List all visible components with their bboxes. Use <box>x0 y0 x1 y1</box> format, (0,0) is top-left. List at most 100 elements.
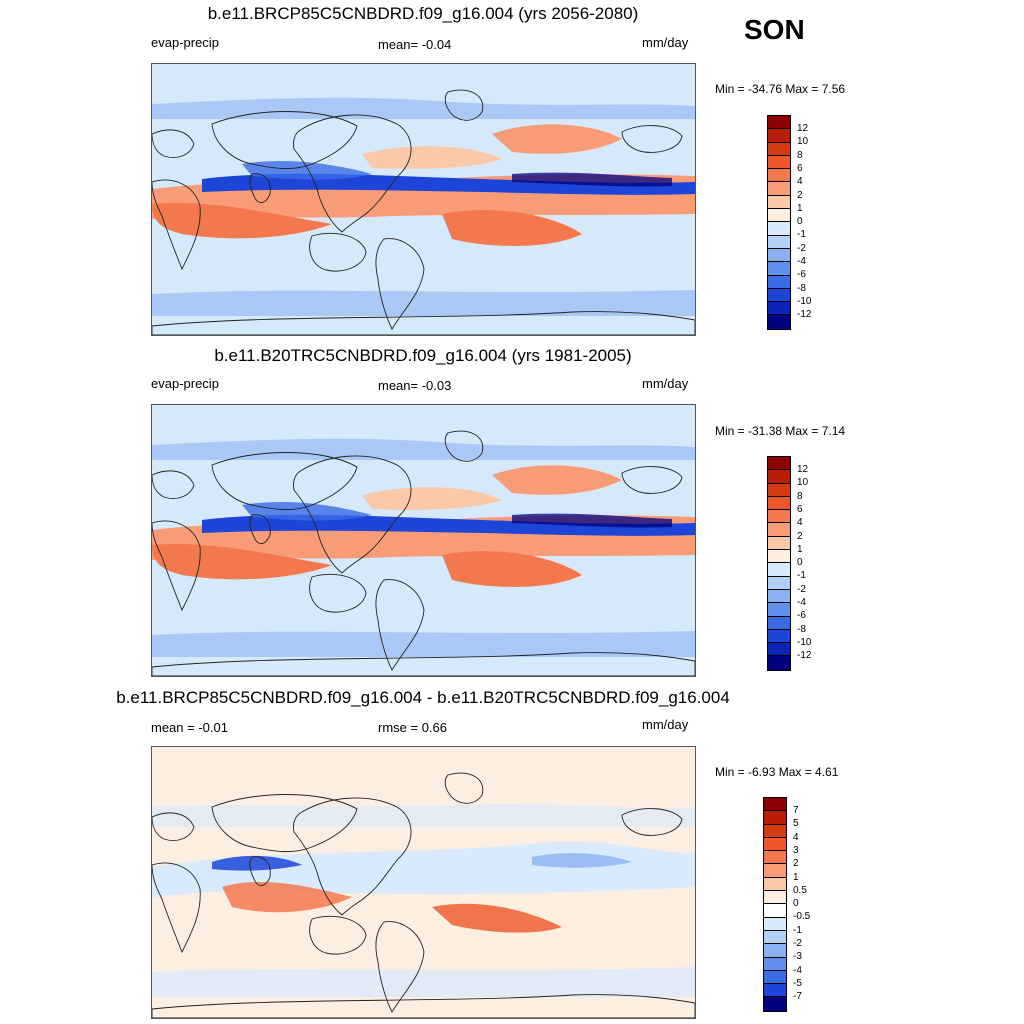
colorbar-swatch <box>768 603 790 617</box>
colorbar-swatch <box>764 798 786 812</box>
colorbar-tick-label: -2 <box>797 242 806 254</box>
colorbar-tick-label: -10 <box>797 295 812 307</box>
colorbar-swatches <box>767 456 791 671</box>
colorbar-tick-label: 2 <box>793 858 799 870</box>
colorbar-tick-label: 4 <box>793 831 799 843</box>
colorbar-tick-label: 6 <box>797 162 803 174</box>
panel-2-map <box>151 404 696 677</box>
colorbar-swatch <box>764 837 786 852</box>
colorbar-swatch <box>764 997 786 1011</box>
colorbar-tick-label: 1 <box>793 871 799 883</box>
colorbar-swatch <box>764 944 786 958</box>
world-map-graphic <box>152 64 695 335</box>
panel-3-units-label: mm/day <box>642 717 689 732</box>
panel-1-map <box>151 63 696 336</box>
colorbar-swatch <box>764 811 786 825</box>
colorbar-swatch <box>764 917 786 931</box>
colorbar-swatches <box>767 115 791 330</box>
colorbar-swatch <box>768 209 790 223</box>
colorbar-tick-label: 10 <box>797 136 809 148</box>
colorbar-tick-label: -0.5 <box>793 911 811 923</box>
panel-1-variable-label: evap-precip <box>151 35 219 50</box>
colorbar-swatch <box>768 656 790 670</box>
colorbar-tick-label: 12 <box>797 123 809 134</box>
colorbar-tick-label: -4 <box>797 256 806 267</box>
panel-2-minmax: Min = -31.38 Max = 7.14 <box>715 424 846 438</box>
colorbar-tick-label: 0 <box>797 557 803 569</box>
colorbar-swatch <box>768 302 790 316</box>
colorbar-swatch <box>764 851 786 865</box>
colorbar-swatch <box>768 142 790 156</box>
colorbar-tick-label: -2 <box>797 583 806 595</box>
panel-3-map <box>151 746 696 1019</box>
panel-2-units-label: mm/day <box>642 376 689 391</box>
colorbar-swatch <box>768 629 790 644</box>
colorbar-tick-label: -10 <box>797 636 812 648</box>
panel-2-variable-label: evap-precip <box>151 376 219 391</box>
colorbar-tick-label: -1 <box>793 924 802 936</box>
panel-2-colorbar: 12 10 8 6 4 2 1 0 -1 -2 -4 -6 -8 -10 -12 <box>767 456 811 671</box>
colorbar-swatch <box>768 129 790 143</box>
colorbar-swatch <box>768 576 790 590</box>
panel-2-mean-label: mean= -0.03 <box>378 378 452 393</box>
colorbar-swatch <box>768 169 790 183</box>
colorbar-swatch <box>768 470 790 484</box>
colorbar-tick-label: 1 <box>797 202 803 214</box>
colorbar-swatch <box>768 550 790 564</box>
world-map-graphic <box>152 405 695 676</box>
colorbar-tick-label: 5 <box>793 818 799 830</box>
colorbar-swatch <box>764 984 786 998</box>
colorbar-tick-label: -1 <box>797 229 806 241</box>
colorbar-swatch <box>764 891 786 905</box>
colorbar-tick-label: -4 <box>793 964 802 976</box>
colorbar-swatch <box>764 904 786 918</box>
colorbar-tick-label: -4 <box>797 597 806 608</box>
colorbar-swatch <box>764 864 786 878</box>
colorbar-tick-label: 0.5 <box>793 884 807 896</box>
colorbar-tick-label: 1 <box>797 543 803 555</box>
season-label: SON <box>744 14 805 45</box>
colorbar-swatch <box>768 523 790 537</box>
colorbar-tick-label: 10 <box>797 477 809 489</box>
panel-3-mean-label: mean = -0.01 <box>151 720 228 735</box>
colorbar-swatch <box>768 262 790 276</box>
colorbar-tick-label: -8 <box>797 282 806 294</box>
colorbar-tick-label: 6 <box>797 503 803 515</box>
panel-3-rmse-label: rmse = 0.66 <box>378 720 448 735</box>
colorbar-swatch <box>768 457 790 471</box>
colorbar-tick-label: -8 <box>797 623 806 635</box>
colorbar-tick-label: 7 <box>793 805 799 816</box>
panel-1-colorbar: 12 10 8 6 4 2 1 0 -1 -2 -4 -6 -8 -10 -12 <box>767 115 811 330</box>
colorbar-tick-label: -3 <box>793 951 802 963</box>
colorbar-swatch <box>768 616 790 630</box>
colorbar-swatch <box>764 824 786 838</box>
colorbar-tick-label: -1 <box>797 570 806 582</box>
panel-2-title: b.e11.B20TRC5CNBDRD.f09_g16.004 (yrs 198… <box>214 346 632 365</box>
colorbar-tick-label: 0 <box>793 898 799 910</box>
colorbar-tick-label: -5 <box>793 977 802 989</box>
colorbar-tick-label: -6 <box>797 610 806 622</box>
colorbar-swatch <box>768 275 790 289</box>
colorbar-swatch <box>768 222 790 236</box>
colorbar-swatch <box>768 195 790 210</box>
colorbar-tick-label: 4 <box>797 517 803 529</box>
world-map-graphic <box>152 747 695 1018</box>
colorbar-swatch <box>768 510 790 524</box>
panel-3-colorbar: 7 5 4 3 2 1 0.5 0 -0.5 -1 -2 -3 -4 -5 -7 <box>763 797 810 1012</box>
colorbar-swatch <box>768 496 790 511</box>
colorbar-tick-label: 8 <box>797 490 803 502</box>
colorbar-swatch <box>768 182 790 196</box>
colorbar-swatch <box>768 288 790 303</box>
colorbar-swatch <box>768 563 790 577</box>
colorbar-swatch <box>764 930 786 945</box>
colorbar-swatch <box>764 970 786 985</box>
colorbar-tick-label: 8 <box>797 149 803 161</box>
colorbar-swatches <box>763 797 787 1012</box>
colorbar-swatch <box>768 536 790 551</box>
colorbar-tick-label: -12 <box>797 650 812 662</box>
colorbar-tick-label: 2 <box>797 189 803 201</box>
panel-1-minmax: Min = -34.76 Max = 7.56 <box>715 82 846 96</box>
panel-1-units-label: mm/day <box>642 35 689 50</box>
colorbar-tick-label: 12 <box>797 464 809 475</box>
colorbar-tick-label: -12 <box>797 309 812 321</box>
